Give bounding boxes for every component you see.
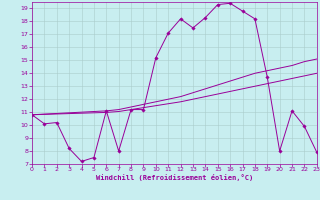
X-axis label: Windchill (Refroidissement éolien,°C): Windchill (Refroidissement éolien,°C) (96, 174, 253, 181)
